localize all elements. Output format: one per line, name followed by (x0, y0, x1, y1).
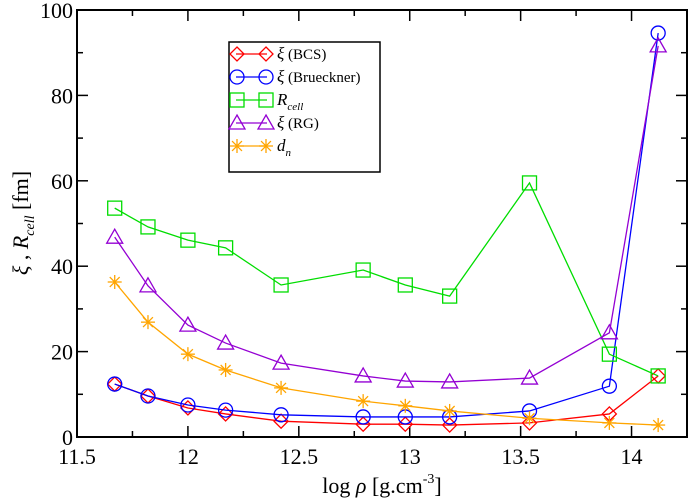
data-point-triangle (178, 315, 198, 332)
data-point-circle (180, 397, 196, 413)
data-point-triangle (354, 366, 373, 383)
y-tick-label: 80 (51, 83, 73, 108)
legend-label: Rcell (276, 90, 303, 113)
data-point-square (601, 346, 618, 362)
data-point-star (651, 418, 666, 433)
data-point-square (355, 262, 371, 278)
data-point-triangle (649, 36, 668, 53)
data-point-circle (273, 407, 289, 423)
data-point-circle (355, 409, 371, 425)
x-tick-label: 11.5 (58, 444, 96, 469)
legend-item: Rcell (229, 90, 303, 113)
data-point-star (442, 403, 457, 418)
data-point-triangle (440, 372, 459, 389)
y-axis-title: ξ , Rcell [fm] (8, 171, 38, 275)
series-line (114, 32, 659, 418)
data-point-circle (650, 25, 666, 41)
y-tick-label: 0 (62, 425, 73, 450)
legend-label: ξ (BCS) (277, 44, 326, 63)
series-line (114, 45, 659, 383)
x-tick-label: 13 (399, 444, 421, 469)
data-point-triangle (271, 353, 291, 370)
x-axis-title: log ρ [g.cm-3] (322, 472, 441, 498)
data-point-triangle (138, 276, 158, 293)
data-point-square (180, 232, 196, 248)
legend-item: ξ (BCS) (229, 44, 326, 63)
data-point-square (397, 277, 413, 293)
y-tick-label: 100 (40, 0, 73, 23)
legend-marker (258, 46, 274, 62)
data-point-star (180, 347, 195, 362)
data-point-triangle (216, 333, 235, 350)
legend-marker (256, 113, 276, 130)
data-point-circle (217, 402, 234, 418)
data-point-square (521, 175, 538, 191)
series-circle (107, 25, 666, 425)
legend-marker (227, 113, 247, 130)
data-point-triangle (396, 371, 415, 388)
legend-label: ξ (Brueckner) (277, 67, 361, 86)
y-tick-label: 60 (51, 169, 73, 194)
data-point-star (356, 394, 371, 409)
x-tick-label: 12.5 (280, 444, 319, 469)
legend-box (228, 41, 381, 173)
legend-marker (229, 46, 245, 62)
legend-marker (259, 139, 273, 153)
data-point-star (107, 274, 122, 289)
data-point-square (217, 240, 234, 256)
legend-item: dn (230, 136, 292, 159)
legend-label: dn (277, 136, 292, 159)
data-point-diamond (217, 406, 234, 422)
legend-item: ξ (Brueckner) (229, 67, 361, 86)
series-star (107, 274, 666, 433)
data-point-star (522, 411, 537, 426)
y-tick-label: 20 (51, 340, 73, 365)
series-triangle (105, 36, 668, 389)
data-point-star (602, 415, 617, 430)
series-line (114, 281, 659, 426)
data-point-square (442, 288, 458, 304)
x-tick-label: 14 (621, 444, 643, 469)
series-line (114, 375, 659, 426)
data-point-square (140, 219, 156, 235)
plot-frame (76, 9, 688, 438)
data-point-circle (601, 378, 618, 394)
series-line (114, 181, 659, 377)
data-point-square (273, 277, 289, 293)
x-tick-label: 12 (177, 444, 199, 469)
data-point-circle (107, 376, 123, 392)
legend-marker (258, 92, 274, 108)
legend-marker (229, 69, 245, 85)
data-point-star (274, 380, 289, 395)
data-point-circle (140, 388, 156, 404)
legend-marker (258, 69, 274, 85)
y-tick-label: 40 (51, 254, 73, 279)
data-point-star (218, 362, 233, 377)
x-tick-label: 13.5 (501, 444, 540, 469)
data-point-square (107, 200, 123, 216)
data-point-diamond (273, 413, 289, 430)
data-point-star (398, 398, 413, 413)
data-point-triangle (105, 227, 124, 244)
data-point-diamond (521, 414, 538, 431)
data-point-square (650, 368, 666, 384)
legend-item: ξ (RG) (227, 113, 319, 132)
legend-label: ξ (RG) (277, 113, 319, 132)
data-point-triangle (600, 323, 619, 340)
legend-marker (230, 139, 244, 153)
legend-marker (229, 92, 245, 108)
data-point-star (140, 315, 155, 330)
data-point-triangle (520, 368, 539, 385)
series-square (107, 175, 666, 384)
